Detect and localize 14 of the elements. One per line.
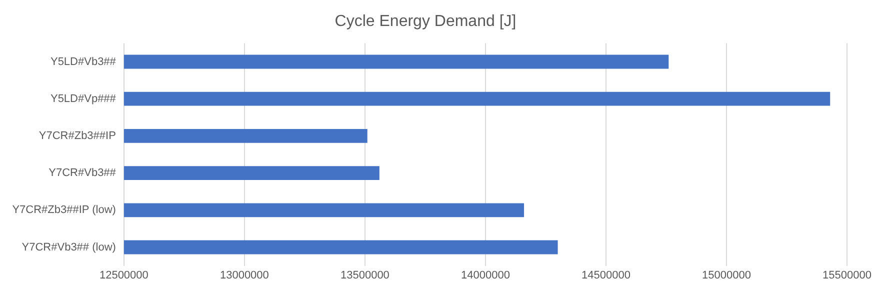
y-tick-label: Y5LD#Vb3## [50, 56, 117, 68]
x-tick-label: 13000000 [220, 269, 269, 282]
x-tick-label: 12500000 [99, 269, 148, 282]
y-tick-label: Y7CR#Zb3##IP [38, 130, 116, 142]
x-tick-label: 13500000 [340, 269, 390, 282]
x-tick-label: 14500000 [582, 269, 630, 282]
x-tick-label: 15500000 [822, 269, 872, 282]
x-tick-label: 14000000 [460, 269, 510, 282]
x-tick-label: 15000000 [702, 269, 751, 282]
y-tick-label: Y5LD#Vp### [50, 92, 117, 105]
chart-title: Cycle Energy Demand [J] [334, 13, 516, 30]
y-tick-label: Y7CR#Zb3##IP (low) [12, 204, 116, 216]
y-tick-label: Y7CR#Vb3## (low) [22, 241, 116, 254]
y-tick-label: Y7CR#Vb3## [48, 167, 117, 180]
